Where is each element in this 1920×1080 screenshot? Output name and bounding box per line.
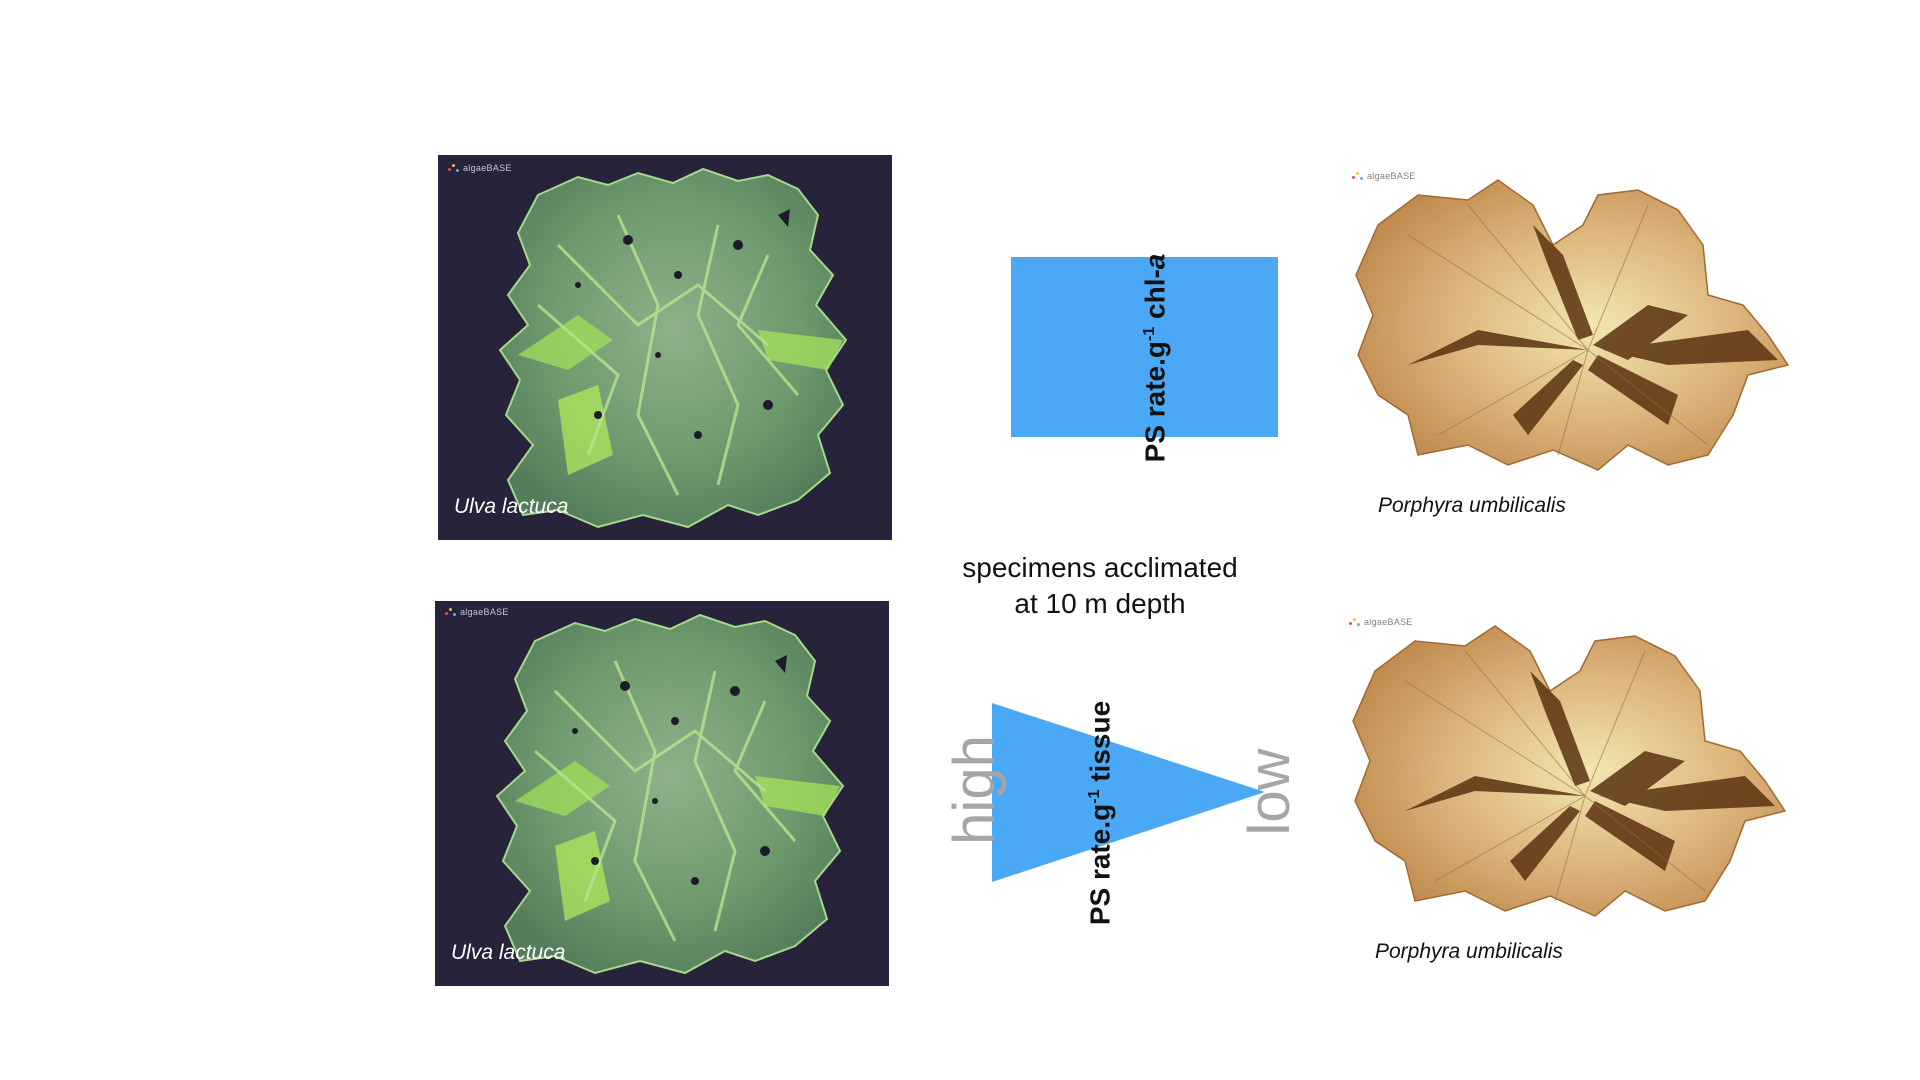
acclimation-note-line2: at 10 m depth <box>1014 588 1186 619</box>
algaebase-logo-icon <box>448 163 460 174</box>
algaebase-watermark: algaeBASE <box>1349 617 1413 628</box>
porphyra-photo-bottom: algaeBASE <box>1345 611 1797 936</box>
algaebase-logo-icon <box>1349 617 1361 628</box>
ulva-thallus-illustration <box>495 613 845 975</box>
blue-triangle <box>992 703 1265 882</box>
porphyra-thallus-illustration <box>1355 179 1790 471</box>
algaebase-watermark: algaeBASE <box>445 607 509 618</box>
species-caption-ulva: Ulva lactuca <box>451 941 566 964</box>
acclimation-note-line1: specimens acclimated <box>962 552 1238 583</box>
species-caption-porphyra: Porphyra umbilicalis <box>1375 940 1563 963</box>
blue-rectangle <box>1011 257 1278 437</box>
ulva-photo-top: algaeBASE Ulva lactuca <box>438 155 892 540</box>
triangle-label: PS rate.g-1 tissue <box>1084 700 1116 926</box>
acclimation-note: specimens acclimated at 10 m depth <box>900 550 1300 622</box>
porphyra-photo-top: algaeBASE <box>1348 165 1800 490</box>
porphyra-thallus-illustration <box>1352 625 1787 917</box>
rectangle-label: PS rate.g-1 chl-a <box>1139 253 1171 463</box>
species-caption-porphyra: Porphyra umbilicalis <box>1378 494 1566 517</box>
ulva-thallus-illustration <box>498 167 848 529</box>
algaebase-watermark: algaeBASE <box>1352 171 1416 182</box>
high-label: high <box>942 735 1007 845</box>
ulva-photo-bottom: algaeBASE Ulva lactuca <box>435 601 889 986</box>
species-caption-ulva: Ulva lactuca <box>454 495 569 518</box>
algaebase-watermark: algaeBASE <box>448 163 512 174</box>
low-label: low <box>1237 748 1302 836</box>
algaebase-logo-icon <box>445 607 457 618</box>
algaebase-logo-icon <box>1352 171 1364 182</box>
